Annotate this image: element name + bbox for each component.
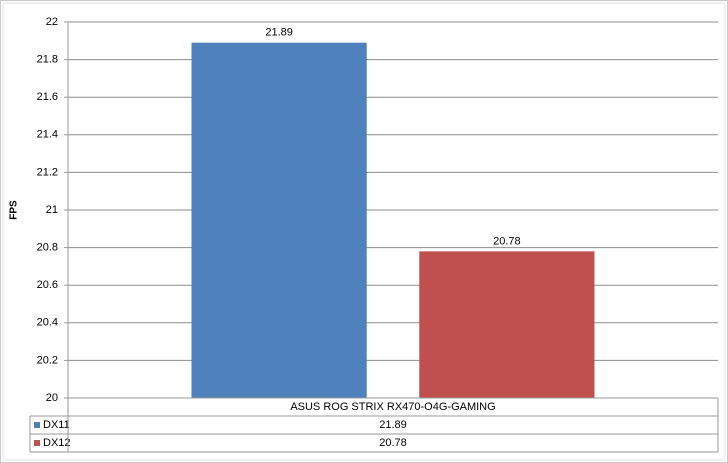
y-tick-label: 20.8 (37, 242, 58, 254)
y-tick-label: 21.2 (37, 166, 58, 178)
bar (419, 251, 595, 398)
legend-key (34, 422, 40, 428)
legend-label: DX12 (43, 437, 71, 449)
table-value: 20.78 (379, 437, 407, 449)
data-label: 21.89 (265, 27, 293, 39)
y-tick-label: 20 (46, 392, 58, 404)
legend-label: DX11 (43, 419, 70, 431)
y-tick-label: 21.4 (37, 129, 58, 141)
y-axis-label: FPS (9, 200, 20, 220)
y-tick-label: 20.2 (37, 354, 58, 366)
y-tick-label: 20.4 (37, 317, 58, 329)
table-value: 21.89 (379, 419, 407, 431)
data-label: 20.78 (493, 235, 521, 247)
bar (191, 42, 367, 399)
y-tick-label: 21.8 (37, 54, 58, 66)
y-tick-label: 20.6 (37, 279, 58, 291)
y-tick-label: 21.6 (37, 91, 58, 103)
legend-key (34, 440, 40, 446)
y-tick-label: 22 (46, 16, 58, 28)
x-tick-label: ASUS ROG STRIX RX470-O4G-GAMING (290, 401, 495, 413)
y-tick-label: 21 (46, 204, 58, 216)
